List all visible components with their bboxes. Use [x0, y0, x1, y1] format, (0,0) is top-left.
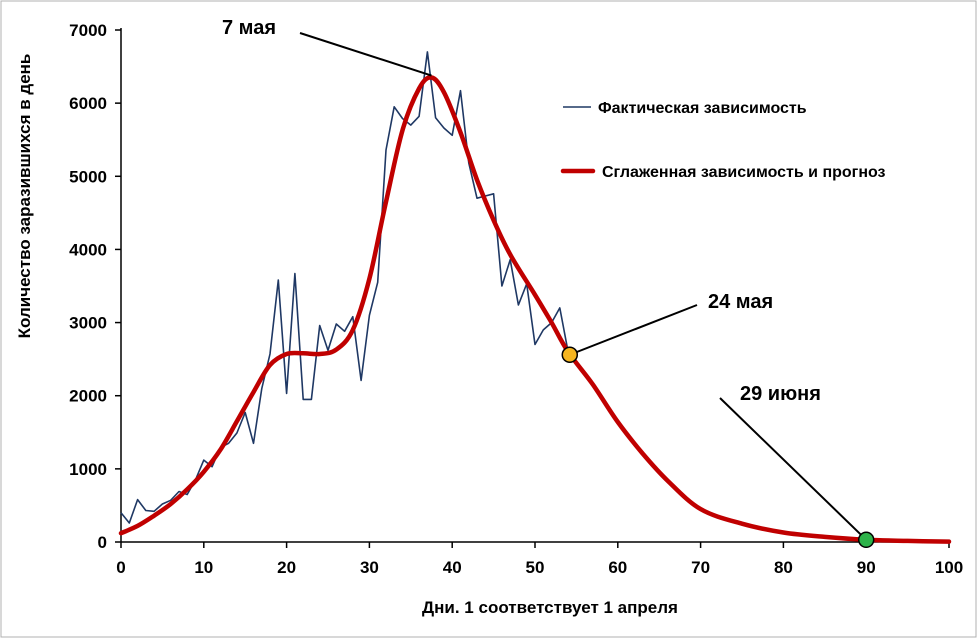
axes	[120, 28, 951, 543]
legend-label-smoothed: Сглаженная зависимость и прогноз	[602, 164, 886, 181]
x-tick-label: 40	[443, 558, 462, 577]
y-tick-labels: 0 1000 2000 3000 4000 5000 6000 7000	[69, 21, 121, 552]
y-tick-label: 6000	[69, 94, 107, 113]
x-tick-label: 10	[194, 558, 213, 577]
x-tick-label: 30	[360, 558, 379, 577]
y-tick-label: 7000	[69, 21, 107, 40]
y-tick-label: 1000	[69, 460, 107, 479]
annotation-label-24-may: 24 мая	[708, 291, 773, 313]
annotation-label-29-june: 29 июня	[740, 383, 821, 405]
legend-label-actual: Фактическая зависимость	[598, 100, 807, 117]
x-tick-label: 80	[774, 558, 793, 577]
x-axis-title: Дни. 1 соответствует 1 апреля	[422, 598, 678, 617]
y-tick-label: 0	[98, 533, 107, 552]
x-tick-label: 20	[277, 558, 296, 577]
annotation-label-7-may: 7 мая	[222, 17, 276, 39]
x-tick-label: 100	[935, 558, 963, 577]
x-tick-labels: 0 10 20 30 40 50 60 70 80 90 100	[116, 542, 963, 577]
annotation-pointer-7-may	[299, 32, 432, 77]
x-tick-label: 50	[526, 558, 545, 577]
legend: Фактическая зависимость Сглаженная завис…	[560, 100, 886, 181]
series-smoothed-line	[118, 75, 952, 544]
x-tick-label: 70	[691, 558, 710, 577]
annotation-pointer-29-june	[719, 397, 867, 541]
y-tick-label: 4000	[69, 240, 107, 259]
y-axis-title: Количество заразившихся в день	[15, 54, 34, 339]
y-tick-label: 5000	[69, 167, 107, 186]
x-tick-label: 60	[608, 558, 627, 577]
y-tick-label: 2000	[69, 387, 107, 406]
annotation-pointer-24-may	[569, 304, 698, 356]
marker-24-may	[561, 346, 579, 364]
marker-29-june	[857, 531, 875, 549]
y-tick-label: 3000	[69, 314, 107, 333]
annotations: 7 мая 24 мая 29 июня	[222, 17, 875, 549]
x-tick-label: 90	[857, 558, 876, 577]
x-tick-label: 0	[116, 558, 125, 577]
